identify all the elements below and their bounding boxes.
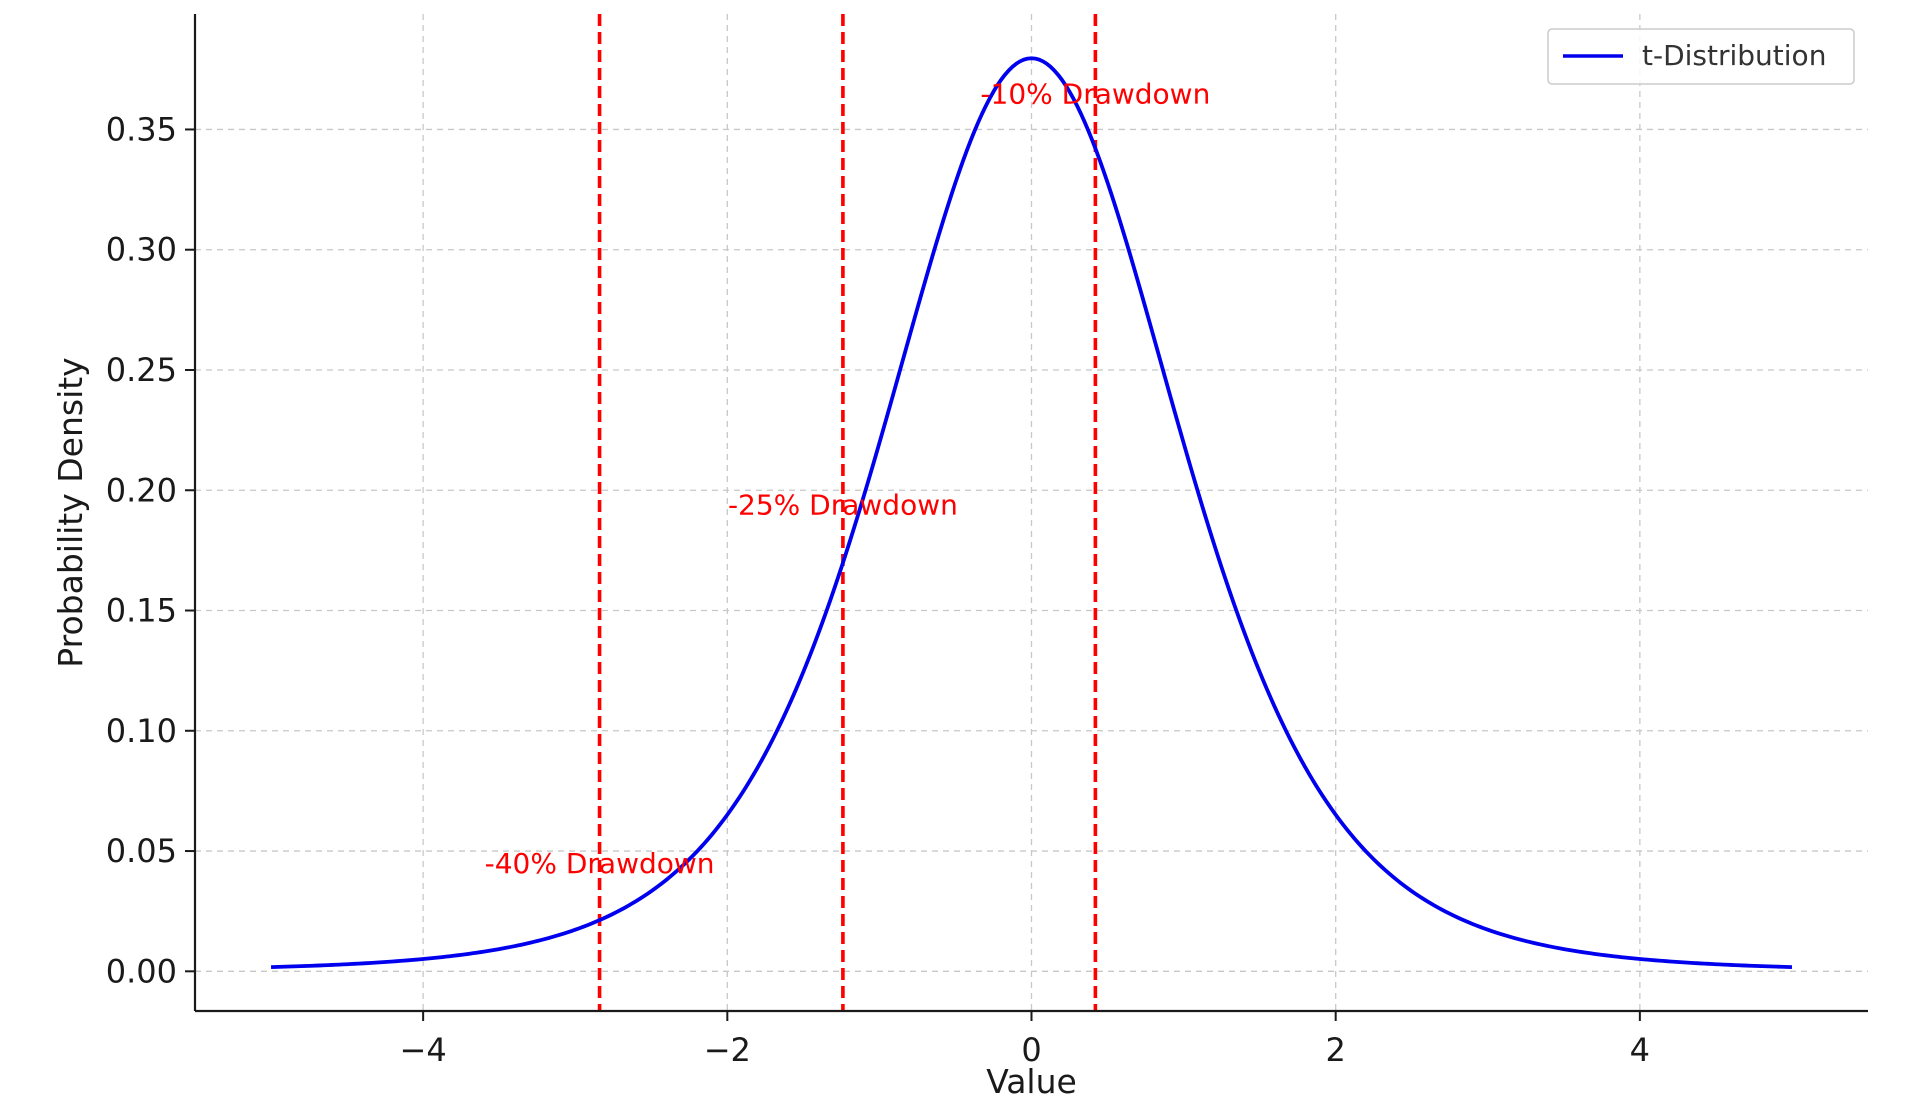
x-tick-label: −2	[704, 1031, 751, 1069]
x-tick-label: 2	[1326, 1031, 1346, 1069]
y-tick-label: 0.35	[106, 110, 177, 148]
drawdown-label: -40% Drawdown	[485, 847, 715, 880]
y-tick-label: 0.30	[106, 231, 177, 269]
y-tick-label: 0.25	[106, 351, 177, 389]
grid-lines	[195, 14, 1868, 1011]
axes	[185, 14, 1868, 1021]
y-tick-label: 0.00	[106, 952, 177, 990]
drawdown-label: -25% Drawdown	[728, 489, 958, 522]
y-tick-label: 0.20	[106, 471, 177, 509]
legend: t-Distribution	[1548, 29, 1854, 84]
x-tick-label: 4	[1630, 1031, 1650, 1069]
legend-label-t-distribution: t-Distribution	[1642, 39, 1826, 72]
drawdown-annotations: -10% Drawdown -25% Drawdown -40% Drawdown	[485, 77, 1211, 880]
y-axis-title: Probability Density	[51, 357, 90, 667]
tick-labels: −4 −2 0 2 40.000.050.100.150.200.250.300.35	[106, 110, 1650, 1069]
y-tick-label: 0.15	[106, 592, 177, 630]
y-tick-label: 0.05	[106, 832, 177, 870]
x-tick-label: −4	[400, 1031, 447, 1069]
y-tick-label: 0.10	[106, 712, 177, 750]
x-axis-title: Value	[986, 1062, 1077, 1098]
drawdown-label: -10% Drawdown	[980, 77, 1210, 110]
